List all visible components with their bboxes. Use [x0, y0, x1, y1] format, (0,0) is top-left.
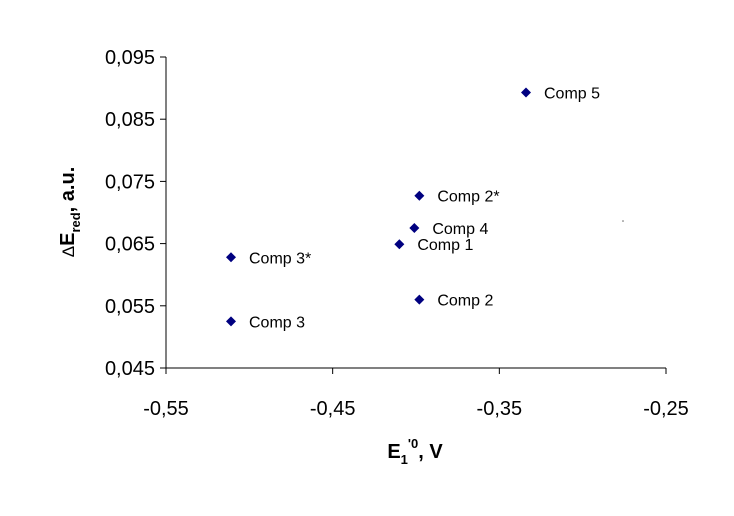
- y-axis-title: ΔEred, a.u.: [57, 167, 83, 258]
- y-axis-title-prefix: Δ: [59, 246, 78, 257]
- x-tick-label: -0,55: [143, 398, 189, 420]
- data-point-label: Comp 5: [544, 85, 600, 102]
- data-point-marker: [226, 252, 236, 263]
- x-axis-title-main: E: [387, 441, 400, 463]
- data-point-label: Comp 2: [437, 293, 493, 310]
- data-points: Comp 1 Comp 2 Comp 2* Comp 3 Comp 3* Comp 4 Co…: [226, 85, 600, 331]
- data-point-marker: [394, 239, 405, 250]
- y-tick-label: 0,055: [105, 296, 155, 318]
- data-point-marker: [226, 316, 236, 327]
- data-point-marker: [414, 190, 425, 201]
- y-tick-label: 0,085: [105, 109, 155, 131]
- x-ticks: -0,55 -0,45 -0,35 -0,25: [143, 368, 689, 420]
- y-axis-title-sub: red: [68, 212, 83, 232]
- x-axis-title-suffix: , V: [418, 441, 443, 463]
- axes: [165, 57, 666, 369]
- y-ticks: 0,045 0,055 0,065 0,075 0,085 0,095: [105, 47, 166, 380]
- data-point-marker: [409, 223, 420, 234]
- x-tick-label: -0,35: [477, 398, 523, 420]
- data-point-label: Comp 4: [432, 221, 488, 238]
- y-tick-label: 0,095: [105, 47, 155, 69]
- x-axis-title-sub: 1: [401, 452, 408, 467]
- y-axis-title-suffix: , a.u.: [57, 167, 79, 213]
- x-tick-label: -0,45: [310, 398, 356, 420]
- data-point-marker: [414, 294, 425, 305]
- x-tick-label: -0,25: [643, 398, 689, 420]
- data-point-label: Comp 3: [249, 314, 305, 331]
- data-point-label: Comp 2*: [437, 189, 499, 206]
- data-point-label: Comp 3*: [249, 250, 311, 267]
- y-tick-label: 0,065: [105, 234, 155, 256]
- data-point-marker: [521, 87, 531, 98]
- stray-dot: [622, 220, 624, 222]
- y-tick-label: 0,045: [105, 358, 155, 380]
- data-point-label: Comp 1: [417, 237, 473, 254]
- x-axis-title-sup: '0: [408, 436, 418, 451]
- x-axis-title: E1'0, V: [387, 436, 443, 467]
- y-axis-title-main: E: [57, 233, 79, 246]
- y-tick-label: 0,075: [105, 171, 155, 193]
